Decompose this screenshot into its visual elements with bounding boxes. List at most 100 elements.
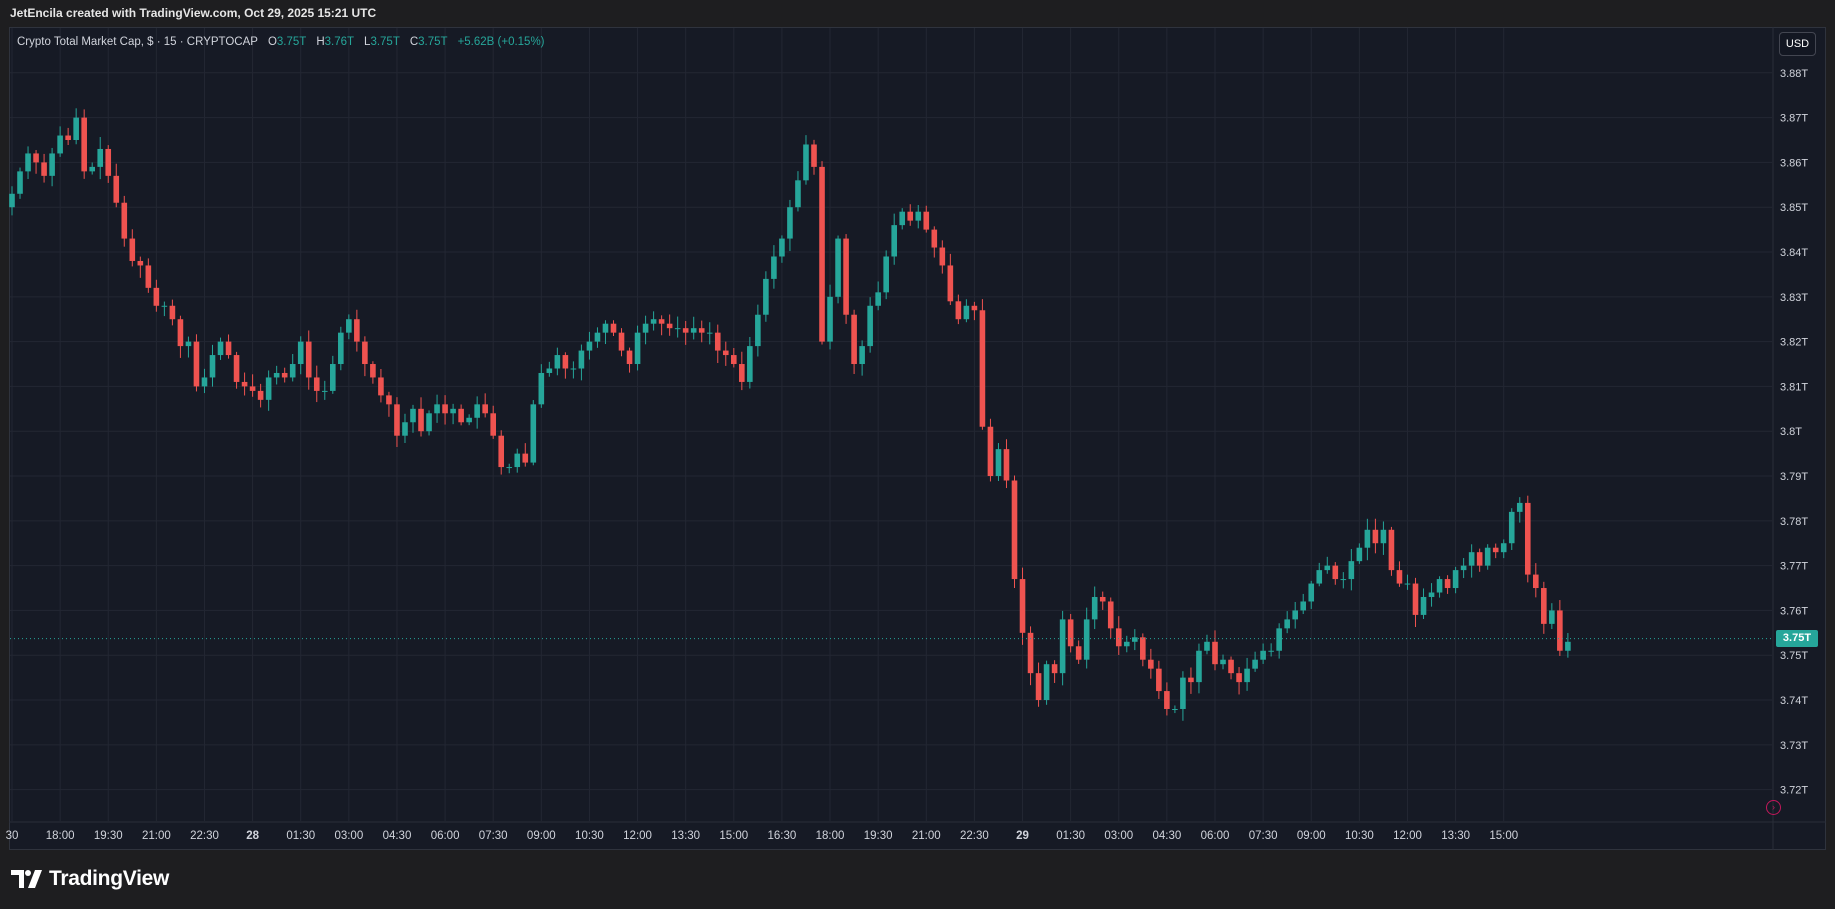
scroll-to-realtime-icon[interactable]: › [1766, 800, 1781, 815]
candle-body [169, 305, 176, 320]
legend-open-value: 3.75T [276, 36, 307, 48]
time-tick-label: 01:30 [286, 830, 315, 842]
candle-body [939, 247, 946, 266]
candle-body [1444, 579, 1451, 589]
candle-body [618, 332, 625, 351]
candle-body [706, 332, 713, 334]
candle-body [105, 148, 112, 176]
candle-body [1011, 480, 1018, 580]
series-legend: Crypto Total Market Cap, $ · 15 · CRYPTO… [17, 34, 545, 50]
candle-body [682, 328, 689, 333]
candle-body [297, 341, 304, 365]
candle-body [1348, 561, 1355, 580]
candle-body [289, 364, 296, 378]
price-tick-label: 3.87T [1780, 113, 1808, 125]
candle-body [458, 408, 464, 423]
candle-body [418, 408, 424, 432]
price-tick-label: 3.73T [1780, 740, 1808, 752]
price-tick-label: 3.75T [1780, 650, 1808, 662]
candle-body [811, 144, 817, 167]
candle-body [851, 314, 857, 365]
candle-body [650, 319, 657, 324]
candle-body [1204, 641, 1210, 651]
candle-body [626, 350, 633, 365]
last-price-label: 3.75T [1776, 630, 1818, 648]
candle-body [666, 323, 673, 329]
candle-body [346, 319, 352, 333]
candle-body [1292, 610, 1298, 620]
price-tick-label: 3.82T [1780, 337, 1808, 349]
candle-body [1140, 637, 1146, 660]
candle-body [931, 229, 938, 248]
candle-body [313, 377, 320, 391]
time-tick-label: 18:00 [816, 830, 845, 842]
candle-body [1356, 547, 1363, 562]
candle-body [378, 377, 384, 396]
candle-body [562, 355, 569, 369]
candle-body [658, 319, 665, 324]
candle-body [354, 319, 360, 342]
candle-body [963, 305, 970, 320]
candle-body [915, 211, 922, 221]
candle-body [1324, 565, 1331, 571]
candle-body [1468, 552, 1475, 566]
candle-body [1388, 529, 1395, 571]
candle-body [474, 404, 480, 418]
candle-body [193, 341, 200, 387]
candle-body [979, 310, 986, 427]
candle-body [386, 395, 392, 405]
candle-body [610, 323, 617, 333]
candle-body [1051, 664, 1058, 674]
candle-body [522, 453, 529, 463]
price-tick-label: 3.8T [1780, 426, 1802, 438]
price-tick-label: 3.84T [1780, 247, 1808, 259]
price-tick-label: 3.78T [1780, 516, 1808, 528]
candle-body [1516, 502, 1523, 512]
time-tick-label: 10:30 [1345, 830, 1374, 842]
candle-body [1115, 628, 1122, 647]
candle-body [1300, 601, 1307, 611]
time-tick-label: 04:30 [1152, 830, 1181, 842]
candle-body [1091, 596, 1098, 620]
candle-body [338, 332, 344, 365]
price-axis[interactable]: 3.72T 3.73T 3.74T 3.75T 3.76T 3.77T 3.78T 3.79T… [1780, 68, 1808, 797]
candle-body [722, 350, 729, 356]
candle-body [498, 435, 505, 468]
candle-body [442, 404, 448, 414]
candle-body [97, 148, 104, 167]
candle-body [1067, 619, 1074, 647]
legend-high-value: 3.76T [324, 36, 354, 48]
time-tick-label: 19:30 [864, 830, 893, 842]
candle-body [305, 341, 312, 378]
candle-body [1372, 529, 1379, 544]
candle-body [49, 153, 55, 176]
price-tick-label: 3.85T [1780, 202, 1808, 214]
time-axis[interactable]: 30 18:00 19:30 21:00 22:30 28 01:30 03:00 04:30 0… [6, 830, 1519, 842]
candle-body [233, 355, 240, 382]
candle-body [1380, 529, 1387, 544]
candle-body [923, 211, 930, 230]
candle-body [795, 180, 801, 208]
chart-frame[interactable] [9, 27, 1826, 850]
time-tick-label: 09:00 [1297, 830, 1326, 842]
candle-body [859, 346, 865, 365]
candle-body [426, 413, 432, 432]
candle-body [1099, 596, 1106, 602]
candle-body [225, 341, 232, 356]
time-tick-label: 04:30 [383, 830, 412, 842]
candle-body [642, 323, 649, 333]
candle-body [779, 238, 785, 257]
candle-body [33, 153, 39, 163]
candle-body [273, 372, 280, 378]
candle-body [1075, 646, 1082, 660]
candle-body [1027, 632, 1034, 674]
time-tick-label: 22:30 [190, 830, 219, 842]
time-tick-label: 12:00 [623, 830, 652, 842]
currency-button[interactable]: USD [1779, 32, 1816, 56]
time-tick-label: 07:30 [479, 830, 508, 842]
candle-body [265, 377, 272, 400]
candle-body [602, 323, 609, 333]
legend-low-value: 3.75T [370, 36, 400, 48]
time-tick-label: 09:00 [527, 830, 556, 842]
